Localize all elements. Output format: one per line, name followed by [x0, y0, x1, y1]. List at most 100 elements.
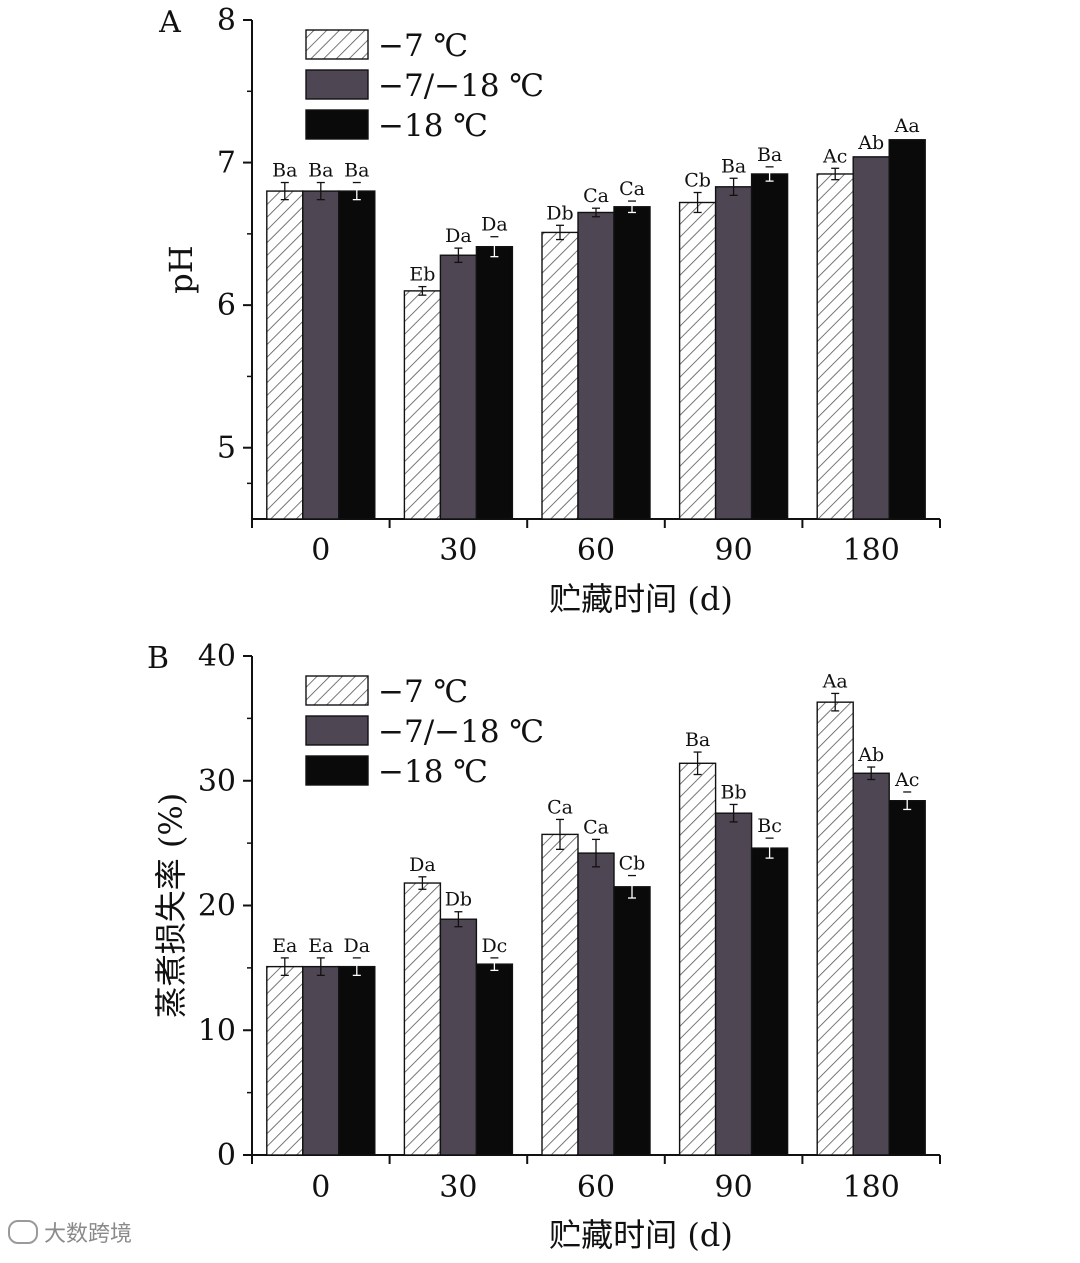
x-tick-label: 0 [311, 1170, 330, 1205]
significance-label: Ba [308, 160, 333, 182]
y-tick-label: 5 [217, 431, 236, 466]
significance-label: Ac [894, 769, 919, 791]
legend-label: −7/−18 ℃ [378, 714, 544, 750]
significance-label: Cb [684, 170, 711, 192]
bar [750, 847, 789, 1156]
significance-label: Da [409, 854, 436, 876]
bar [750, 173, 789, 520]
bar [678, 201, 717, 520]
bar [266, 965, 304, 1156]
significance-label: Ba [757, 144, 782, 166]
bar [541, 231, 579, 520]
y-tick-label: 20 [198, 889, 236, 924]
significance-label: Ea [272, 935, 297, 957]
x-tick-label: 90 [715, 533, 753, 568]
bar [888, 139, 926, 520]
watermark: 大数跨境 [8, 1216, 132, 1248]
bar [302, 190, 340, 520]
significance-label: Da [445, 225, 472, 247]
legend-swatch [305, 109, 369, 140]
bar [475, 963, 514, 1156]
y-tick-label: 40 [198, 639, 236, 674]
bar [475, 245, 514, 520]
significance-label: Da [481, 214, 508, 236]
chart-panel-A: A 5 6 7 8 pH 0 Ba Ba Ba 30 Eb Da Da 60 Db Ca Ca 90 Cb Ba Ba 18… [158, 3, 941, 618]
bar [816, 173, 854, 520]
legend-swatch [305, 675, 369, 706]
significance-label: Dc [481, 935, 507, 957]
legend-swatch [305, 715, 369, 746]
legend: −7 ℃ −7/−18 ℃ −18 ℃ [305, 674, 544, 790]
x-tick-label: 30 [439, 533, 477, 568]
bar [613, 886, 651, 1156]
bar [888, 800, 926, 1156]
significance-label: Ba [685, 729, 710, 751]
significance-label: Ca [619, 178, 645, 200]
x-tick-label: 60 [577, 533, 615, 568]
significance-label: Db [546, 202, 573, 224]
significance-label: Ab [857, 744, 884, 766]
panel-letter: B [147, 641, 169, 676]
x-tick-label: 30 [439, 1170, 477, 1205]
x-tick-label: 60 [577, 1170, 615, 1205]
bar [266, 190, 304, 520]
y-tick-label: 8 [217, 3, 236, 38]
y-tick-label: 30 [198, 764, 236, 799]
significance-label: Bb [721, 781, 747, 803]
significance-label: Ba [721, 155, 746, 177]
bar [439, 918, 478, 1156]
y-tick-label: 10 [198, 1013, 236, 1048]
x-tick-label: 0 [311, 533, 330, 568]
legend-label: −7/−18 ℃ [378, 68, 544, 104]
legend: −7 ℃ −7/−18 ℃ −18 ℃ [305, 28, 544, 144]
watermark-logo-icon [8, 1220, 38, 1244]
x-tick-label: 90 [715, 1170, 753, 1205]
bar [613, 206, 651, 520]
bar [714, 812, 753, 1156]
bar [852, 156, 890, 520]
significance-label: Ea [308, 935, 333, 957]
bar [577, 852, 615, 1156]
significance-label: Aa [822, 670, 848, 692]
significance-label: Aa [894, 115, 920, 137]
legend-label: −18 ℃ [378, 754, 488, 790]
bar [439, 254, 478, 520]
y-tick-label: 6 [217, 288, 236, 323]
legend-label: −7 ℃ [378, 28, 468, 64]
significance-label: Ca [583, 185, 609, 207]
bar [678, 762, 717, 1156]
y-axis-title: pH [162, 245, 200, 293]
legend-label: −18 ℃ [378, 108, 488, 144]
significance-label: Da [344, 935, 371, 957]
watermark-text: 大数跨境 [44, 1222, 133, 1247]
y-tick-label: 7 [217, 146, 236, 181]
x-tick-label: 180 [843, 533, 900, 568]
x-tick-label: 180 [843, 1170, 900, 1205]
significance-label: Ba [272, 160, 297, 182]
y-tick-label: 0 [217, 1138, 236, 1173]
legend-swatch [305, 69, 369, 100]
significance-label: Ac [822, 145, 847, 167]
legend-swatch [305, 29, 369, 60]
significance-label: Eb [409, 264, 435, 286]
y-axis-title: 蒸煮损失率 (%) [152, 793, 190, 1019]
significance-label: Ab [857, 132, 884, 154]
significance-label: Cb [619, 853, 646, 875]
significance-label: Bc [757, 815, 782, 837]
panel-letter: A [158, 5, 181, 40]
bar [338, 965, 376, 1156]
significance-label: Ba [344, 160, 369, 182]
bar [714, 186, 753, 520]
x-axis-title: 贮藏时间 (d) [549, 580, 733, 618]
bar [403, 290, 442, 520]
bar [852, 772, 890, 1156]
legend-swatch [305, 755, 369, 786]
bar [403, 882, 442, 1156]
bar [816, 701, 854, 1156]
significance-label: Ca [583, 816, 609, 838]
significance-label: Ca [547, 796, 573, 818]
bar [338, 190, 376, 520]
x-axis-title: 贮藏时间 (d) [549, 1216, 733, 1254]
bar [541, 833, 579, 1156]
